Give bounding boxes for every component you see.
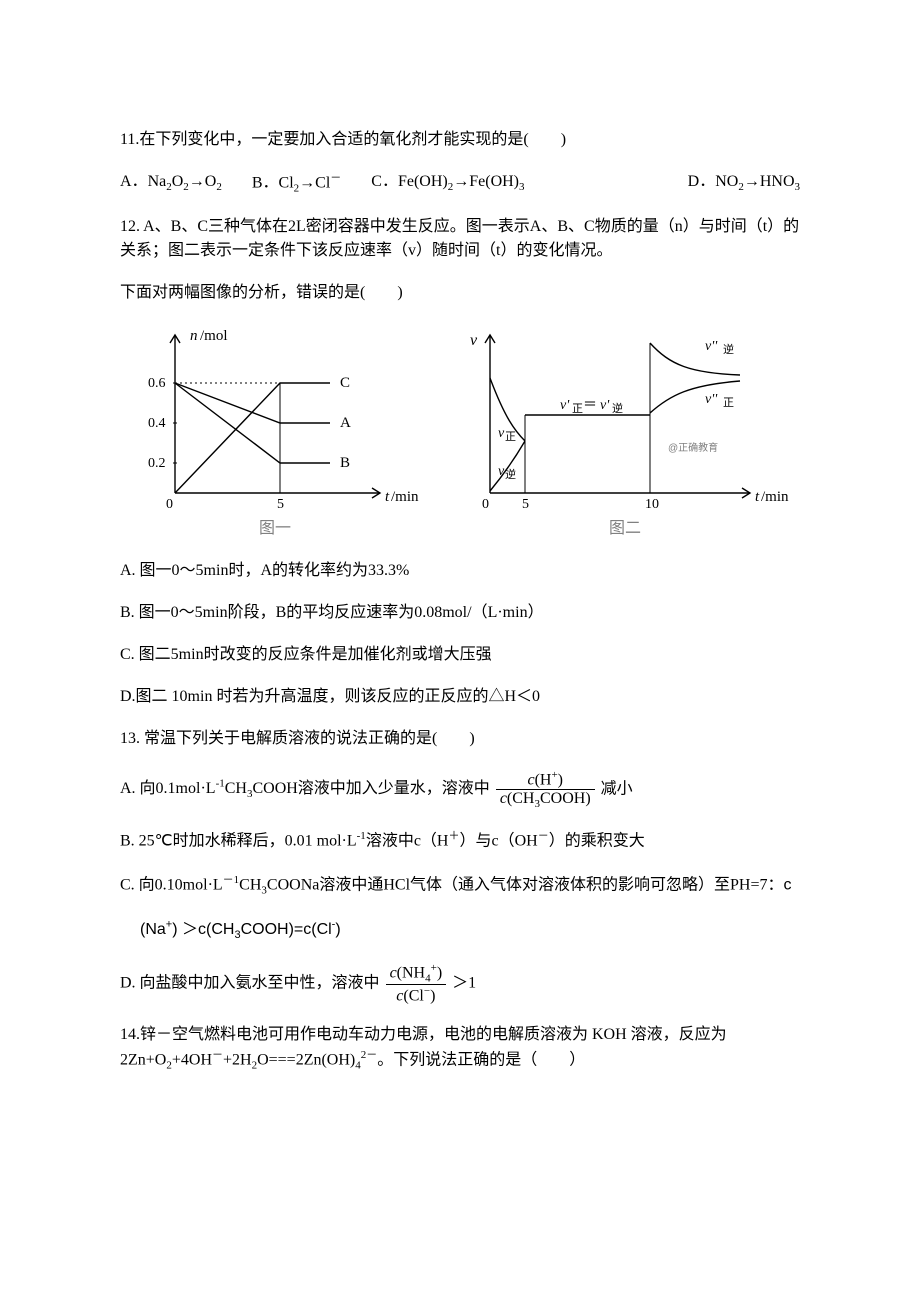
q13-opt-c1: C. 向0.10mol·L－1CH3COONa溶液中通HCl气体（通入气体对溶液… — [120, 872, 800, 899]
q11-options: A．Na2O2→O2 B．Cl2→Cl－ C．Fe(OH)2→Fe(OH)3 D… — [120, 170, 800, 197]
q14-stem: 14.锌－空气燃料电池可用作电动车动力电源，电池的电解质溶液为 KOH 溶液，反… — [120, 1023, 800, 1074]
fig2-watermark: @正确教育 — [668, 441, 718, 454]
q13-d-frac: c(NH4+) c(Cl−) — [386, 962, 447, 1006]
q13-opt-b: B. 25℃时加水稀释后，0.01 mol·L-1溶液中c（H＋）与c（OH－）… — [120, 828, 800, 853]
q13-opt-d: D. 向盐酸中加入氨水至中性，溶液中 c(NH4+) c(Cl−) ＞1 — [120, 962, 800, 1006]
fig2-veq-sub1: 正 — [572, 403, 583, 415]
q11-opt-a: A．Na2O2→O2 — [120, 170, 222, 197]
fig2-vfwd2-sub: 正 — [723, 397, 734, 409]
q13-a-pre: A. 向0.1mol·L-1CH3COOH溶液中加入少量水，溶液中 — [120, 780, 490, 797]
q11-b-prefix: B． — [252, 174, 279, 191]
q13-d-pre: D. 向盐酸中加入氨水至中性，溶液中 — [120, 974, 380, 991]
fig2-xtick-1: 10 — [645, 497, 659, 512]
q13-stem: 13. 常温下列关于电解质溶液的说法正确的是( ) — [120, 727, 800, 751]
q11-a-prefix: A． — [120, 173, 148, 190]
fig1-origin: 0 — [166, 497, 173, 512]
fig1-wrap: 0.2 0.4 0.6 0 5 t /min n /mol C A B — [120, 323, 430, 541]
q12-stem2: 下面对两幅图像的分析，错误的是( ) — [120, 281, 800, 305]
fig2-vfwd2: v'' — [705, 392, 718, 407]
fig1-chart: 0.2 0.4 0.6 0 5 t /min n /mol C A B — [120, 323, 430, 513]
q11-d-prefix: D． — [688, 173, 716, 190]
q13-opt-a: A. 向0.1mol·L-1CH3COOH溶液中加入少量水，溶液中 c(H+) … — [120, 769, 800, 810]
q11-opt-d: D．NO2→HNO3 — [688, 170, 800, 197]
fig1-label-a: A — [340, 415, 351, 431]
q13-d-post: ＞1 — [452, 974, 476, 991]
fig2-chart: 0 5 10 v t /min v 正 v 逆 v' 正 ＝ v' 逆 — [450, 323, 800, 513]
fig2-caption: 图二 — [609, 517, 641, 541]
q13-a-post: 减小 — [601, 780, 633, 797]
q12-opt-c: C. 图二5min时改变的反应条件是加催化剂或增大压强 — [120, 643, 800, 667]
q11-c-prefix: C． — [371, 173, 398, 190]
fig2-origin: 0 — [482, 497, 489, 512]
fig2-vrev2-sub: 逆 — [723, 342, 734, 356]
fig1-ytick-2: 0.6 — [148, 376, 166, 391]
q12-stem1: 12. A、B、C三种气体在2L密闭容器中发生反应。图一表示A、B、C物质的量（… — [120, 215, 800, 263]
q11-stem: 11.在下列变化中，一定要加入合适的氧化剂才能实现的是( ) — [120, 128, 800, 152]
fig2-veq: v' — [560, 398, 570, 413]
fig2-xlabel: /min — [761, 489, 789, 505]
fig1-label-b: B — [340, 455, 350, 471]
q13-opt-c2: (Na+) ＞c(CH3COOH)=c(Cl-) — [120, 917, 800, 944]
fig2-veq-eq: ＝ — [583, 398, 597, 413]
fig2-vfwd-label: v — [498, 426, 505, 441]
fig1-label-c: C — [340, 375, 350, 391]
q12-opt-a: A. 图一0～5min时，A的转化率约为33.3% — [120, 559, 800, 583]
fig2-vrev-sub: 逆 — [505, 467, 516, 481]
fig2-wrap: 0 5 10 v t /min v 正 v 逆 v' 正 ＝ v' 逆 — [450, 323, 800, 541]
q12-opt-d: D.图二 10min 时若为升高温度，则该反应的正反应的△H＜0 — [120, 685, 800, 709]
fig2-xtick-0: 5 — [522, 497, 529, 512]
fig1-xtick: 5 — [277, 497, 284, 512]
fig1-ylabel-n: n — [190, 328, 198, 344]
fig2-vrev2: v'' — [705, 339, 718, 354]
q12-opt-b: B. 图一0～5min阶段，B的平均反应速率为0.08mol/（L·min） — [120, 601, 800, 625]
fig1-ylabel: /mol — [200, 328, 228, 344]
q13-a-frac: c(H+) c(CH3COOH) — [496, 769, 595, 810]
fig1-ytick-1: 0.4 — [148, 416, 166, 431]
fig2-ylabel: v — [470, 332, 478, 349]
q11-opt-c: C．Fe(OH)2→Fe(OH)3 — [371, 170, 657, 197]
q11-opt-b: B．Cl2→Cl－ — [252, 170, 341, 197]
fig2-vfwd-sub: 正 — [505, 431, 516, 443]
fig1-caption: 图一 — [259, 517, 291, 541]
q12-figures: 0.2 0.4 0.6 0 5 t /min n /mol C A B — [120, 323, 800, 541]
fig2-vrev-label: v — [498, 464, 505, 479]
fig1-ytick-0: 0.2 — [148, 456, 166, 471]
fig2-veq2: v' — [600, 398, 610, 413]
fig1-xlabel: /min — [391, 489, 419, 505]
fig2-veq-sub2: 逆 — [612, 401, 623, 415]
